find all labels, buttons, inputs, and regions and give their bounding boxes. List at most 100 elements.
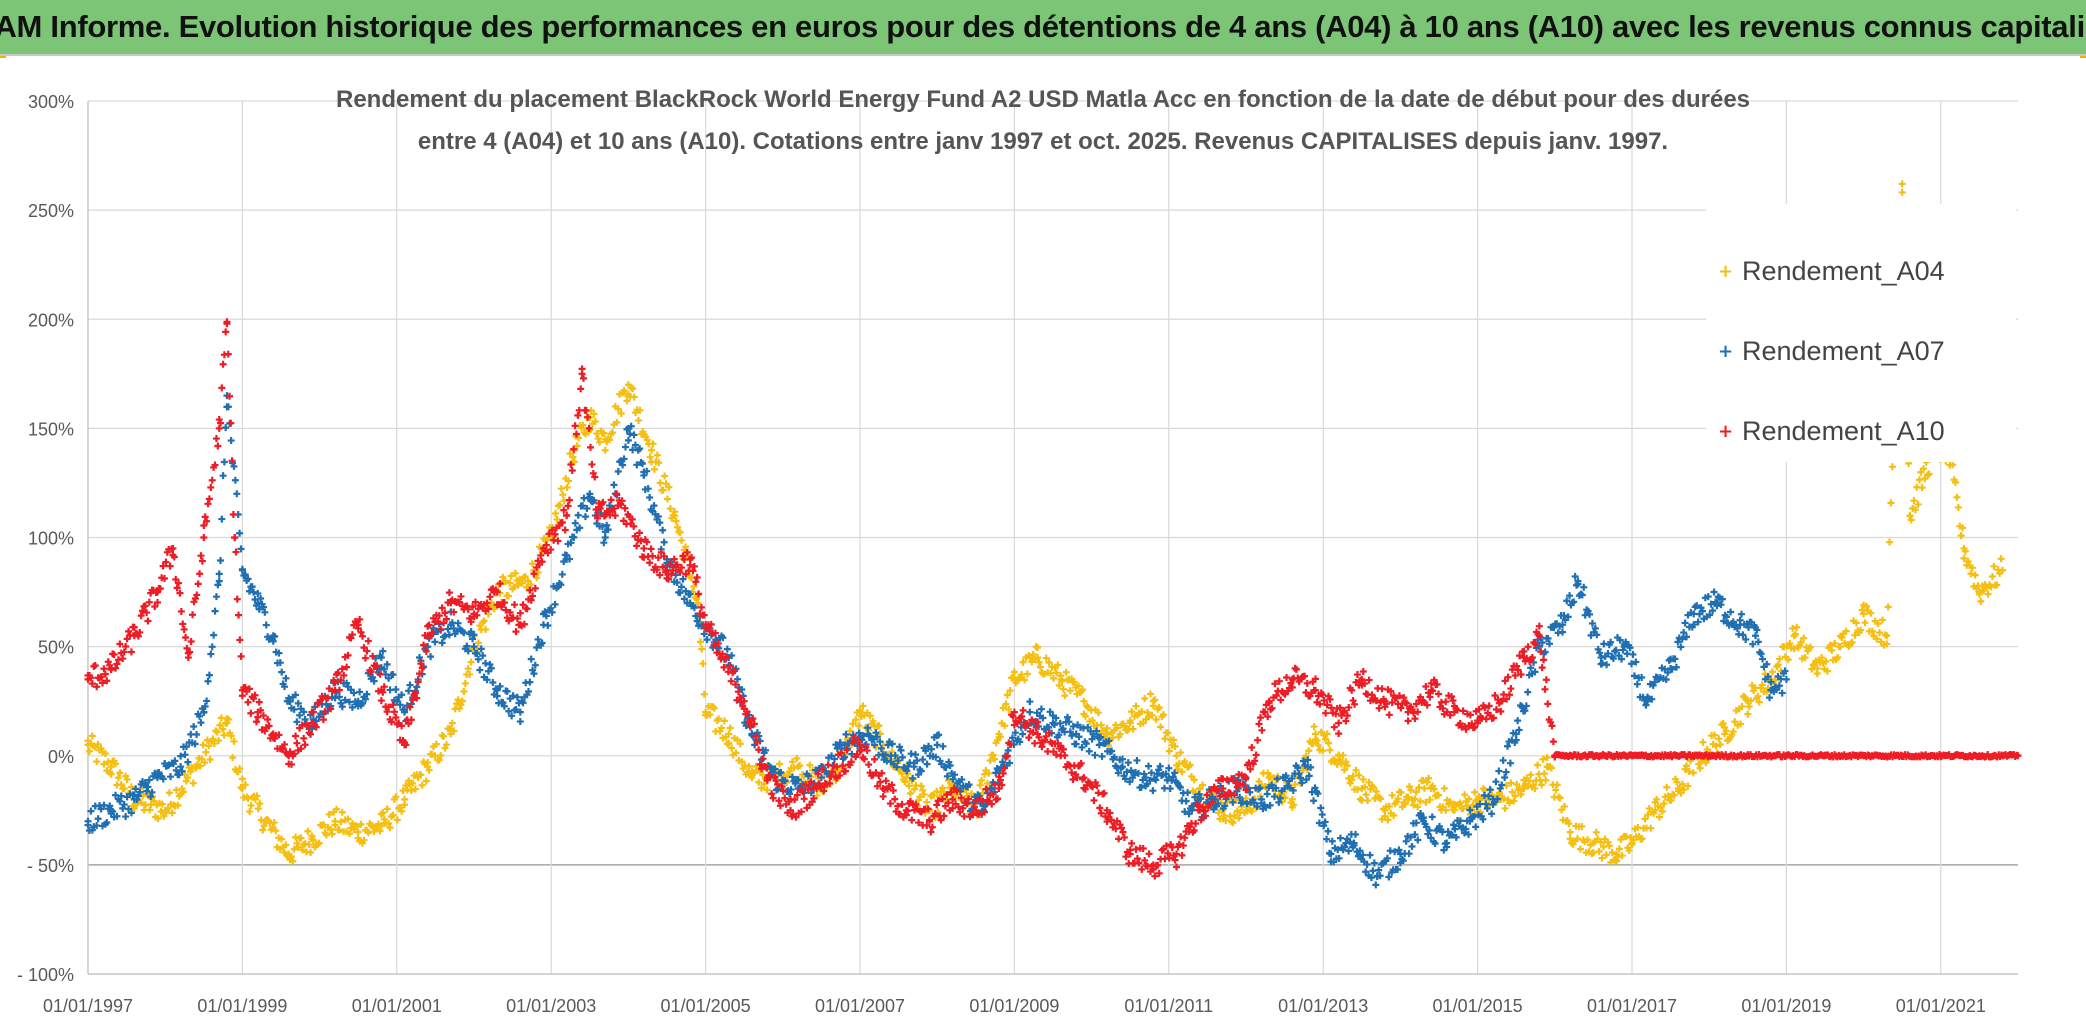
data-point — [870, 755, 878, 763]
data-point — [601, 435, 609, 443]
data-point — [112, 760, 120, 768]
data-point — [1266, 801, 1274, 809]
data-point — [524, 577, 532, 585]
data-point — [480, 617, 488, 625]
data-point — [1628, 660, 1636, 668]
data-point — [676, 568, 684, 576]
data-point — [223, 719, 231, 727]
data-point — [1023, 670, 1031, 678]
data-point — [659, 563, 667, 571]
data-point — [873, 782, 881, 790]
data-point — [923, 822, 931, 830]
data-point — [568, 466, 576, 474]
data-point — [1082, 740, 1090, 748]
data-point — [1361, 679, 1369, 687]
data-point — [1862, 602, 1870, 610]
data-point — [516, 621, 524, 629]
data-point — [1303, 679, 1311, 687]
data-point — [534, 635, 542, 643]
data-point — [1348, 776, 1356, 784]
data-point — [1683, 633, 1691, 641]
data-point — [957, 794, 965, 802]
data-point — [262, 817, 270, 825]
data-point — [585, 424, 593, 432]
data-point — [1543, 754, 1551, 762]
data-point — [863, 747, 871, 755]
data-point — [717, 654, 725, 662]
data-point — [1767, 686, 1775, 694]
data-point — [252, 718, 260, 726]
data-point — [882, 777, 890, 785]
data-point — [1381, 812, 1389, 820]
data-point — [315, 839, 323, 847]
data-point — [292, 732, 300, 740]
data-point — [232, 548, 240, 556]
data-point — [1275, 798, 1283, 806]
data-point — [411, 689, 419, 697]
data-point — [1391, 848, 1399, 856]
data-point — [1435, 791, 1443, 799]
data-point — [1074, 682, 1082, 690]
data-point — [93, 683, 101, 691]
data-point — [331, 678, 339, 686]
data-point — [952, 791, 960, 799]
data-point — [527, 596, 535, 604]
data-point — [1128, 708, 1136, 716]
data-point — [1239, 780, 1247, 788]
data-point — [1560, 802, 1568, 810]
data-point — [687, 574, 695, 582]
data-point — [714, 639, 722, 647]
data-point — [179, 620, 187, 628]
data-point — [476, 666, 484, 674]
data-point — [820, 787, 828, 795]
data-point — [1699, 738, 1707, 746]
data-point — [1330, 723, 1338, 731]
data-point — [1336, 834, 1344, 842]
data-point — [1219, 784, 1227, 792]
data-point — [664, 575, 672, 583]
data-point — [1465, 795, 1473, 803]
data-point — [361, 695, 369, 703]
data-point — [389, 811, 397, 819]
data-point — [1375, 866, 1383, 874]
data-point — [130, 795, 138, 803]
data-point — [878, 769, 886, 777]
data-point — [1314, 790, 1322, 798]
data-point — [548, 608, 556, 616]
data-point — [1072, 730, 1080, 738]
data-point — [802, 781, 810, 789]
data-point — [865, 761, 873, 769]
data-point — [340, 671, 348, 679]
data-point — [1711, 731, 1719, 739]
data-point — [1081, 712, 1089, 720]
data-point — [392, 793, 400, 801]
data-point — [1443, 839, 1451, 847]
data-point — [499, 573, 507, 581]
data-point — [912, 800, 920, 808]
data-point — [88, 732, 96, 740]
data-point — [191, 594, 199, 602]
data-point — [1394, 795, 1402, 803]
data-point — [1001, 764, 1009, 772]
data-point — [1647, 824, 1655, 832]
data-point — [1157, 723, 1165, 731]
data-point — [648, 446, 656, 454]
data-point — [512, 628, 520, 636]
data-point — [937, 816, 945, 824]
data-point — [427, 653, 435, 661]
data-point — [101, 750, 109, 758]
data-point — [1887, 499, 1895, 507]
data-point — [879, 792, 887, 800]
data-point — [487, 664, 495, 672]
data-point — [663, 566, 671, 574]
data-point — [1079, 686, 1087, 694]
data-point — [1499, 756, 1507, 764]
data-point — [1011, 729, 1019, 737]
data-point — [596, 438, 604, 446]
data-point — [956, 808, 964, 816]
data-point — [424, 643, 432, 651]
x-tick-label: 01/01/2005 — [661, 996, 751, 1016]
y-tick-label: - 100% — [17, 965, 74, 985]
data-point — [1959, 524, 1967, 532]
series-Rendement_A07 — [84, 392, 1790, 889]
